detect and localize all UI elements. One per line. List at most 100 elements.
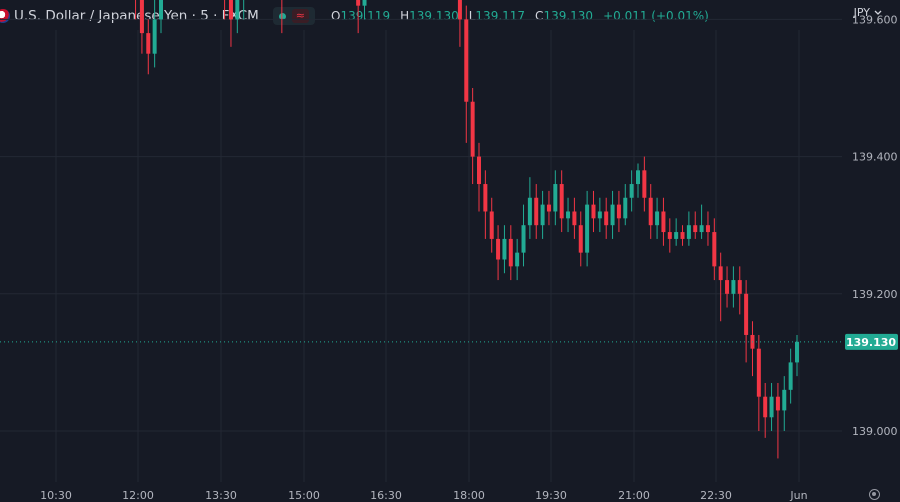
candle-body [146,33,151,54]
candle [559,170,564,233]
candle [457,0,462,47]
candle-body [604,211,609,226]
x-tick-label: 15:00 [288,489,320,502]
candle [756,334,761,431]
candle-body [610,204,615,226]
candle [139,0,144,54]
y-axis[interactable]: 140.400140.200140.000139.800139.600139.4… [852,0,898,438]
candle [655,197,660,239]
candle [731,266,736,308]
candle-body [795,341,799,363]
candle [477,142,481,212]
candle [585,190,590,267]
candle [521,204,526,267]
candle-body [502,238,507,260]
candle-body [591,204,596,219]
candle-body [642,170,647,198]
candle-body [470,101,475,157]
candle [788,348,793,404]
grid-lines [0,18,842,482]
chevron-down-icon [874,10,882,15]
candle [135,0,137,20]
y-tick-label: 139.400 [852,151,898,164]
candle-body [636,170,640,185]
candle [152,0,157,68]
candle [553,170,558,226]
candle-body [756,348,761,397]
x-tick-label: 19:30 [535,489,567,502]
candle [661,197,666,246]
candle-body [712,232,717,267]
candle [591,190,596,233]
x-tick-label: 10:30 [40,489,72,502]
candle-body [769,396,774,418]
x-tick-label: 13:30 [205,489,237,502]
candle [515,238,520,281]
candle [483,170,488,239]
candle-body [362,0,367,6]
candle [725,266,730,308]
x-tick-label: 12:00 [122,489,154,502]
candle [356,0,361,34]
candles [135,0,799,459]
candle-body [566,211,571,219]
candle [235,0,240,34]
candle-body [483,184,488,212]
candle [623,184,628,226]
candle [578,211,583,267]
candle [744,280,749,363]
us-flag-icon [0,9,10,23]
candle-body [496,238,501,260]
candle-body [705,225,710,233]
candle-body [763,396,768,418]
last-price-label: 139.130 [846,336,896,349]
candle [540,190,545,239]
currency-label: JPY [853,6,870,19]
candle [597,197,602,233]
candle [737,266,742,315]
candle [667,218,672,253]
symbol-title[interactable]: U.S. Dollar / Japanese Yen · 5 · FXCM [14,8,259,24]
currency-dropdown[interactable]: JPY [854,6,882,19]
candle-body [546,204,551,212]
x-axis[interactable]: 10:30 12:00 13:30 15:00 16:30 18:00 19:30 21:00… [40,489,807,502]
candle-body [585,204,590,253]
candle [616,190,621,233]
x-tick-label: 22:30 [700,489,732,502]
last-price-marker: 139.130 [845,333,898,350]
candle-body [464,19,469,102]
candle [243,0,245,20]
candle [636,163,640,198]
candle [674,218,679,246]
candle-body [457,0,462,20]
candle-body [775,396,780,411]
candle-body [718,266,723,281]
candle-body [356,0,361,6]
candle-body [680,232,685,239]
candle [489,197,494,253]
candle [686,211,691,246]
candle [680,225,685,246]
candle-body [648,197,653,226]
candle [693,211,698,239]
candle [470,88,475,185]
x-tick-label: 16:30 [370,489,402,502]
candle [610,190,615,239]
y-tick-label: 139.000 [852,425,898,438]
candle [228,0,233,47]
candle-body [527,197,532,226]
candle [648,184,653,239]
candle [566,197,571,233]
candle [795,334,799,377]
settings-gear-icon[interactable] [869,489,880,500]
candle-body [782,389,787,411]
candle [712,218,717,281]
candle-body [674,232,679,239]
candle-body [159,0,163,20]
candle-body [623,197,628,219]
candle-body [725,280,730,294]
candle [572,197,577,239]
candle-body [788,362,793,390]
candle [281,0,283,34]
